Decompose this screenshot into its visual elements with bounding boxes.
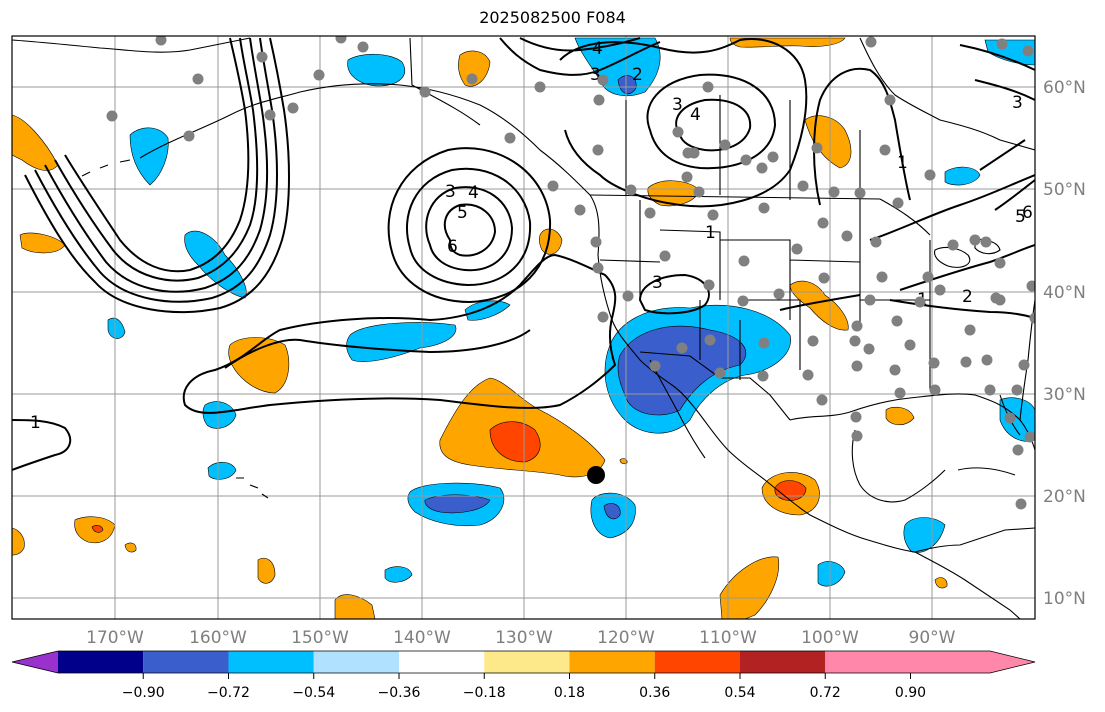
- colorbar-tick-label: 0.90: [895, 685, 926, 701]
- colorbar-tick-label: 0.36: [639, 685, 670, 701]
- contour-label: 3: [672, 95, 683, 115]
- colorbar-tick-label: 0.18: [554, 685, 585, 701]
- lon-label: 150°W: [291, 628, 349, 648]
- lon-label: 140°W: [393, 628, 451, 648]
- lon-label: 160°W: [189, 628, 247, 648]
- contour-label: 4: [468, 183, 479, 203]
- center-point-marker: [587, 466, 605, 484]
- colorbar-bin: [740, 651, 826, 673]
- colorbar-tick-label: −0.18: [463, 685, 506, 701]
- lat-label: 30°N: [1043, 385, 1086, 405]
- longitude-labels: 170°W 160°W 150°W 140°W 130°W 120°W 110°…: [86, 628, 956, 648]
- contour-label: 4: [592, 39, 603, 59]
- contour-label: 5: [457, 203, 468, 223]
- colorbar-tick-label: 0.54: [724, 685, 755, 701]
- colorbar-bin: [58, 651, 144, 673]
- colorbar-bin: [654, 651, 740, 673]
- lat-label: 40°N: [1043, 283, 1086, 303]
- lon-label: 110°W: [699, 628, 757, 648]
- lat-label: 60°N: [1043, 78, 1086, 98]
- colorbar: −0.90 −0.72 −0.54 −0.36 −0.18 0.18 0.36 …: [11, 650, 1036, 701]
- contour-label: 4: [690, 105, 701, 125]
- contour-label: 5: [1015, 207, 1026, 227]
- lon-label: 100°W: [801, 628, 859, 648]
- colorbar-tick-label: −0.36: [378, 685, 421, 701]
- lon-label: 170°W: [86, 628, 144, 648]
- contour-label: 3: [1012, 93, 1023, 113]
- contour-label: 1: [705, 223, 716, 243]
- colorbar-bin: [143, 651, 229, 673]
- colorbar-tick-label: −0.72: [207, 685, 250, 701]
- contour-label: 1: [30, 413, 41, 433]
- colorbar-tick-label: 0.72: [810, 685, 841, 701]
- graticule: [12, 36, 1035, 619]
- contour-label: 6: [1022, 203, 1033, 223]
- map-area: 1 1 1 1 2 2 3 3 3 3 3 4 4 4 5 5 6 6: [12, 36, 1035, 619]
- colorbar-bin: [569, 651, 655, 673]
- colorbar-tick-label: −0.54: [292, 685, 335, 701]
- lon-label: 120°W: [597, 628, 655, 648]
- colorbar-bin: [484, 651, 570, 673]
- shaded-anomalies: [12, 37, 1035, 619]
- contour-label: 3: [590, 65, 601, 85]
- contour-label: 2: [632, 65, 643, 85]
- lat-label: 10°N: [1043, 589, 1086, 609]
- lat-label: 20°N: [1043, 487, 1086, 507]
- lon-label: 90°W: [909, 628, 956, 648]
- contour-label: 3: [652, 273, 663, 293]
- colorbar-bin: [399, 651, 485, 673]
- plot-title: 2025082500 F084: [479, 8, 626, 27]
- colorbar-tick-label: −0.90: [122, 685, 165, 701]
- contour-label: 1: [897, 153, 908, 173]
- lon-label: 130°W: [495, 628, 553, 648]
- contour-label: 2: [962, 287, 973, 307]
- contour-label: 3: [445, 182, 456, 202]
- colorbar-under-extension: [12, 651, 58, 673]
- latitude-labels: 60°N 50°N 40°N 30°N 20°N 10°N: [1043, 78, 1086, 609]
- station-dots: [106, 36, 1035, 510]
- lat-label: 50°N: [1043, 180, 1086, 200]
- colorbar-over-extension: [910, 651, 1035, 673]
- contour-labels: 1 1 1 1 2 2 3 3 3 3 3 4 4 4 5 5 6 6: [30, 39, 1033, 433]
- map-frame: [11, 35, 1036, 620]
- colorbar-bin: [313, 651, 399, 673]
- colorbar-bin: [228, 651, 314, 673]
- contour-label: 6: [447, 237, 458, 257]
- colorbar-bin: [825, 651, 911, 673]
